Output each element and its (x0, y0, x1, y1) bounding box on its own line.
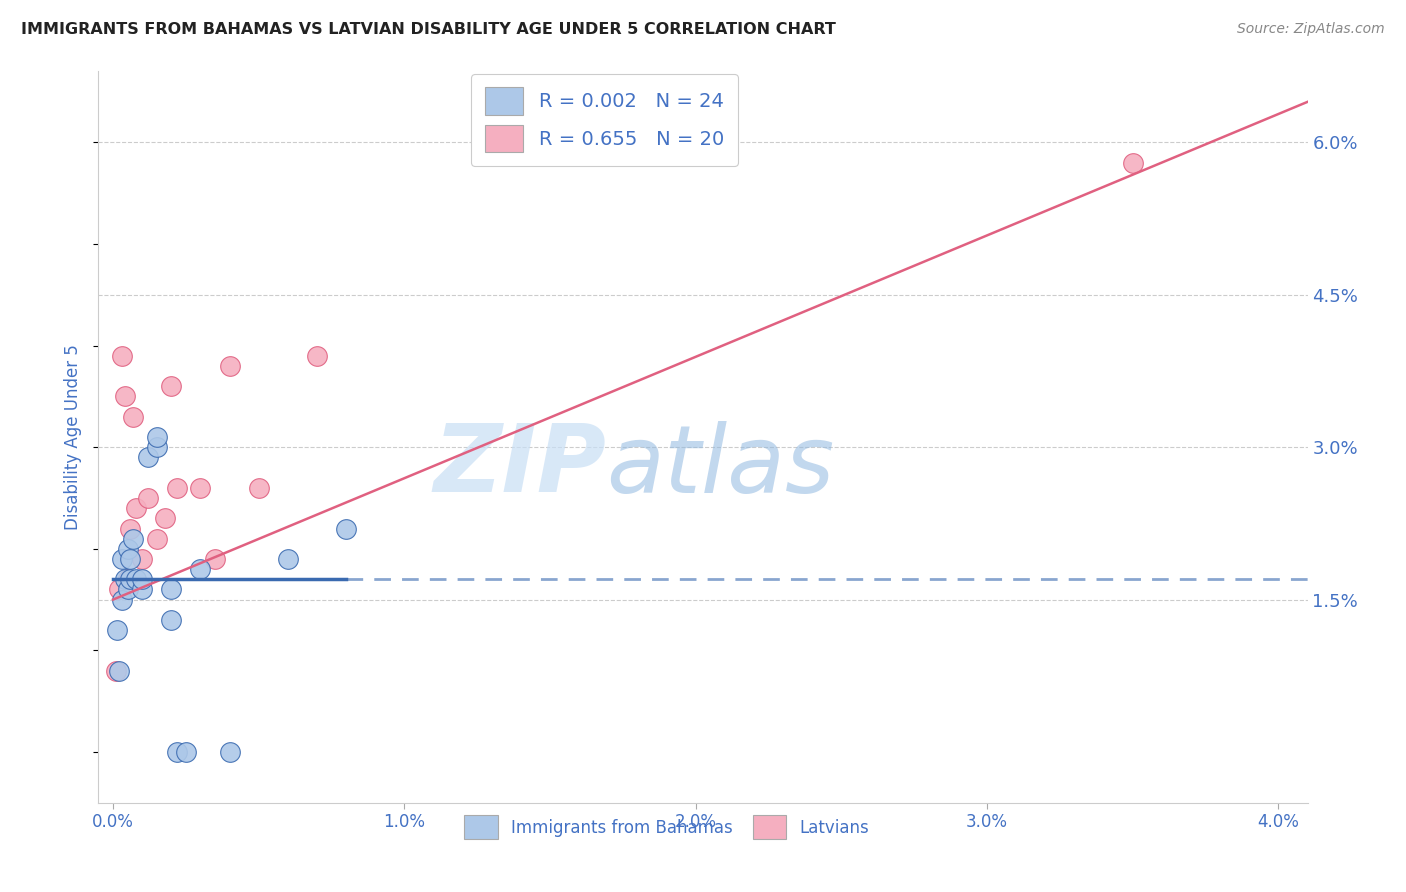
Point (277, 552, 299, 566)
Point (117, 572, 139, 586)
Point (111, 592, 134, 607)
Point (136, 491, 159, 505)
Point (120, 552, 142, 566)
Point (145, 532, 167, 546)
Point (114, 389, 136, 403)
Point (160, 379, 183, 393)
Point (218, 745, 240, 759)
Point (145, 430, 167, 444)
Point (104, 664, 127, 678)
Point (125, 501, 148, 516)
Point (174, 745, 197, 759)
Point (1122, 155, 1144, 169)
Point (190, 481, 212, 495)
Point (160, 613, 183, 627)
Point (105, 623, 128, 637)
Point (108, 582, 131, 597)
Point (305, 349, 328, 363)
Point (120, 521, 142, 535)
Point (247, 481, 270, 495)
Point (136, 450, 159, 465)
Text: atlas: atlas (606, 421, 835, 512)
Point (120, 572, 142, 586)
Point (111, 349, 134, 363)
Point (108, 664, 131, 678)
Point (122, 409, 145, 424)
Point (117, 541, 139, 556)
Point (218, 359, 240, 373)
Legend: Immigrants from Bahamas, Latvians: Immigrants from Bahamas, Latvians (457, 809, 876, 846)
Text: Source: ZipAtlas.com: Source: ZipAtlas.com (1237, 22, 1385, 37)
Point (111, 552, 134, 566)
Point (114, 572, 136, 586)
Point (204, 552, 226, 566)
Point (131, 572, 153, 586)
Point (335, 521, 357, 535)
Point (166, 745, 188, 759)
Text: ZIP: ZIP (433, 420, 606, 512)
Point (131, 552, 153, 566)
Point (125, 572, 148, 586)
Point (145, 440, 167, 454)
Text: IMMIGRANTS FROM BAHAMAS VS LATVIAN DISABILITY AGE UNDER 5 CORRELATION CHART: IMMIGRANTS FROM BAHAMAS VS LATVIAN DISAB… (21, 22, 837, 37)
Point (155, 511, 177, 525)
Point (166, 481, 188, 495)
Point (131, 582, 153, 597)
Point (117, 582, 139, 597)
Y-axis label: Disability Age Under 5: Disability Age Under 5 (65, 344, 83, 530)
Point (160, 582, 183, 597)
Point (190, 562, 212, 576)
Point (122, 532, 145, 546)
